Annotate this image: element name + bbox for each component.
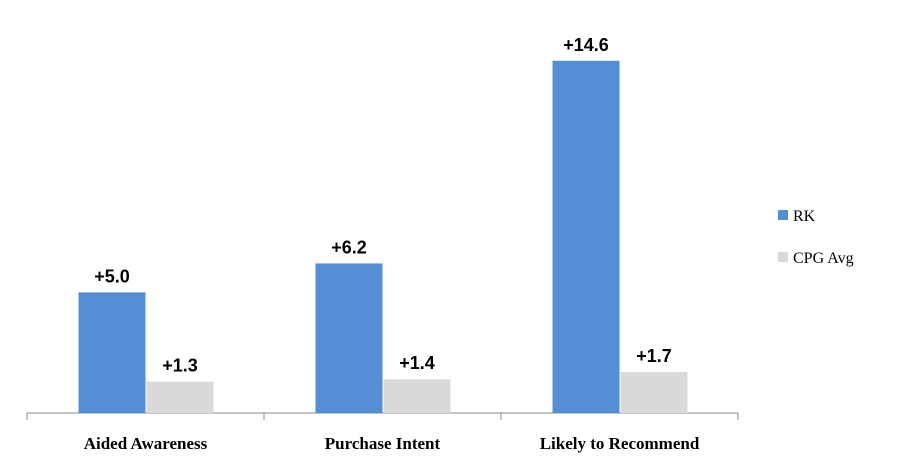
bar	[78, 292, 146, 413]
value-label: +1.4	[399, 353, 435, 373]
x-tick-label: Likely to Recommend	[540, 434, 700, 453]
value-label: +5.0	[94, 266, 130, 286]
x-tick-label: Purchase Intent	[325, 434, 441, 453]
legend-label: RK	[793, 208, 816, 225]
value-label: +1.7	[636, 346, 672, 366]
bar	[620, 371, 688, 413]
bar	[315, 263, 383, 413]
bar	[552, 60, 620, 414]
value-label: +1.3	[162, 356, 198, 376]
legend-swatch	[778, 252, 788, 262]
legend-swatch	[778, 210, 788, 220]
value-label: +6.2	[331, 237, 367, 257]
x-tick-label: Aided Awareness	[84, 434, 208, 453]
bar	[146, 381, 214, 413]
legend-label: CPG Avg	[793, 250, 854, 267]
value-label: +14.6	[563, 35, 609, 55]
bar	[383, 379, 451, 413]
